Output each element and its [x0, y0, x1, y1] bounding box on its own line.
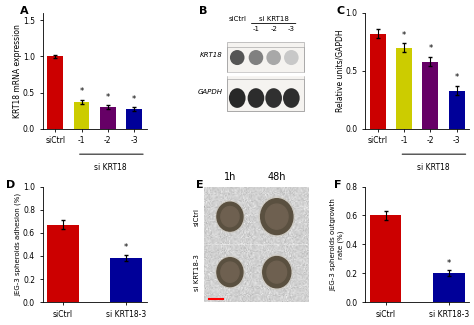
- Bar: [100, 107, 116, 129]
- Ellipse shape: [265, 88, 282, 108]
- Text: siCtrl: siCtrl: [194, 208, 200, 226]
- Bar: [47, 57, 63, 129]
- Text: *: *: [428, 45, 432, 54]
- Circle shape: [217, 202, 243, 231]
- Text: C: C: [336, 6, 344, 16]
- Circle shape: [259, 197, 294, 236]
- Bar: [126, 109, 142, 129]
- Y-axis label: JEG-3 spheroids outgrowth
rate (%): JEG-3 spheroids outgrowth rate (%): [330, 198, 344, 291]
- Bar: [110, 258, 142, 302]
- Text: *: *: [124, 243, 128, 252]
- Ellipse shape: [266, 50, 281, 65]
- Text: F: F: [334, 180, 341, 189]
- Ellipse shape: [284, 50, 299, 65]
- Text: -3: -3: [288, 26, 295, 32]
- Circle shape: [265, 204, 288, 229]
- Circle shape: [261, 199, 293, 235]
- Text: D: D: [6, 180, 16, 189]
- Y-axis label: JEG-3 spheroids adhesion (%): JEG-3 spheroids adhesion (%): [15, 193, 21, 296]
- Bar: [422, 62, 438, 129]
- Bar: [73, 102, 90, 129]
- Text: E: E: [196, 180, 203, 189]
- Bar: [370, 34, 386, 129]
- Text: *: *: [80, 87, 84, 96]
- Text: *: *: [132, 95, 136, 104]
- Circle shape: [221, 262, 239, 282]
- Bar: [47, 225, 79, 302]
- Ellipse shape: [247, 88, 264, 108]
- Circle shape: [263, 256, 291, 288]
- Text: *: *: [455, 73, 459, 83]
- Text: 1h: 1h: [224, 172, 236, 182]
- Text: si KRT18: si KRT18: [417, 163, 449, 172]
- Ellipse shape: [283, 88, 300, 108]
- Ellipse shape: [230, 50, 245, 65]
- Text: 48h: 48h: [267, 172, 286, 182]
- Circle shape: [221, 206, 239, 227]
- Text: B: B: [199, 6, 207, 16]
- Text: si KRT18-3: si KRT18-3: [194, 254, 200, 291]
- Text: -2: -2: [270, 26, 277, 32]
- Text: A: A: [20, 6, 28, 16]
- Circle shape: [261, 255, 292, 289]
- Bar: [370, 215, 401, 302]
- Bar: [396, 48, 412, 129]
- Text: *: *: [106, 93, 110, 102]
- Text: GAPDH: GAPDH: [198, 89, 223, 95]
- Text: KRT18: KRT18: [200, 52, 223, 58]
- Circle shape: [216, 201, 244, 233]
- FancyBboxPatch shape: [227, 42, 304, 111]
- Text: *: *: [447, 259, 451, 267]
- Text: -1: -1: [253, 26, 259, 32]
- Text: si KRT18: si KRT18: [259, 17, 289, 22]
- Circle shape: [217, 258, 243, 287]
- Text: siCtrl: siCtrl: [228, 17, 246, 22]
- Circle shape: [216, 256, 244, 288]
- Circle shape: [267, 261, 287, 283]
- Ellipse shape: [229, 88, 246, 108]
- Y-axis label: Relative units/GAPDH: Relative units/GAPDH: [335, 30, 344, 112]
- Y-axis label: KRT18 mRNA expression: KRT18 mRNA expression: [12, 24, 21, 118]
- Bar: [449, 91, 465, 129]
- Text: *: *: [402, 31, 406, 40]
- Bar: [433, 273, 465, 302]
- Ellipse shape: [249, 50, 263, 65]
- Text: si KRT18: si KRT18: [94, 163, 127, 172]
